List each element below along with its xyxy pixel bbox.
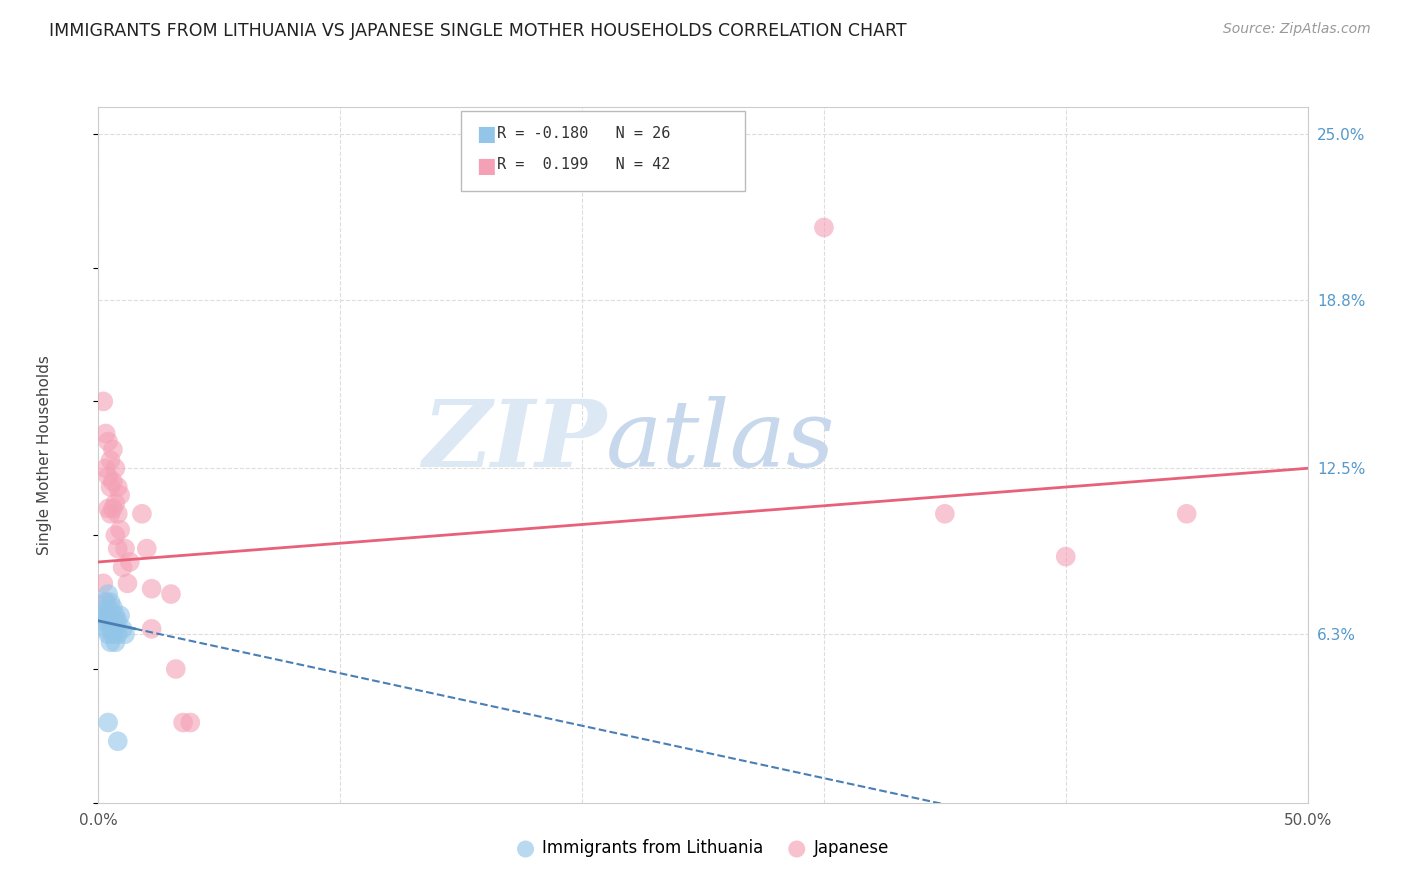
Point — [117, 576, 139, 591]
Point — [172, 715, 194, 730]
Point — [104, 496, 127, 510]
Point — [101, 627, 124, 641]
Point — [91, 603, 114, 617]
Point — [108, 608, 131, 623]
Point — [100, 622, 122, 636]
Text: Single Mother Households: Single Mother Households — [37, 355, 52, 555]
FancyBboxPatch shape — [461, 111, 745, 191]
Point — [97, 501, 120, 516]
Point — [107, 627, 129, 641]
Point — [114, 627, 136, 641]
Text: R =  0.199   N = 42: R = 0.199 N = 42 — [498, 157, 671, 172]
Point — [104, 614, 127, 628]
Point — [97, 614, 120, 628]
Point — [101, 442, 124, 457]
Point — [94, 622, 117, 636]
Point — [101, 475, 124, 489]
Point — [108, 488, 131, 502]
Point — [100, 603, 122, 617]
Text: ZIP: ZIP — [422, 396, 606, 486]
Text: Source: ZipAtlas.com: Source: ZipAtlas.com — [1223, 22, 1371, 37]
Point — [813, 220, 835, 235]
Text: atlas: atlas — [606, 396, 835, 486]
Point — [94, 595, 117, 609]
Point — [114, 541, 136, 556]
Point — [1175, 507, 1198, 521]
Point — [111, 622, 134, 636]
Point — [94, 461, 117, 475]
Point — [100, 595, 122, 609]
Point — [91, 576, 114, 591]
Point — [100, 635, 122, 649]
Point — [131, 507, 153, 521]
Text: ■: ■ — [475, 124, 495, 145]
Point — [101, 622, 124, 636]
Point — [934, 507, 956, 521]
Point — [97, 608, 120, 623]
Point — [1054, 549, 1077, 564]
Point — [108, 523, 131, 537]
Point — [94, 426, 117, 441]
Point — [135, 541, 157, 556]
Point — [160, 587, 183, 601]
Point — [94, 608, 117, 623]
Point — [97, 434, 120, 449]
Point — [97, 603, 120, 617]
Point — [104, 608, 127, 623]
Point — [91, 614, 114, 628]
Legend: Immigrants from Lithuania, Japanese: Immigrants from Lithuania, Japanese — [510, 833, 896, 864]
Point — [107, 734, 129, 748]
Point — [179, 715, 201, 730]
Point — [100, 608, 122, 623]
Point — [107, 614, 129, 628]
Point — [101, 501, 124, 516]
Point — [101, 614, 124, 628]
Point — [118, 555, 141, 569]
Point — [101, 600, 124, 615]
Point — [97, 587, 120, 601]
Point — [141, 622, 163, 636]
Point — [141, 582, 163, 596]
Point — [104, 461, 127, 475]
Point — [100, 507, 122, 521]
Point — [104, 635, 127, 649]
Point — [100, 453, 122, 467]
Point — [104, 528, 127, 542]
Point — [107, 480, 129, 494]
Point — [165, 662, 187, 676]
Text: IMMIGRANTS FROM LITHUANIA VS JAPANESE SINGLE MOTHER HOUSEHOLDS CORRELATION CHART: IMMIGRANTS FROM LITHUANIA VS JAPANESE SI… — [49, 22, 907, 40]
Point — [107, 541, 129, 556]
Point — [100, 480, 122, 494]
Point — [91, 394, 114, 409]
Point — [111, 560, 134, 574]
Point — [97, 715, 120, 730]
Point — [97, 627, 120, 641]
Text: R = -0.180   N = 26: R = -0.180 N = 26 — [498, 126, 671, 141]
Point — [97, 469, 120, 483]
Point — [107, 507, 129, 521]
Text: ■: ■ — [475, 156, 495, 176]
Point — [104, 622, 127, 636]
Point — [94, 595, 117, 609]
